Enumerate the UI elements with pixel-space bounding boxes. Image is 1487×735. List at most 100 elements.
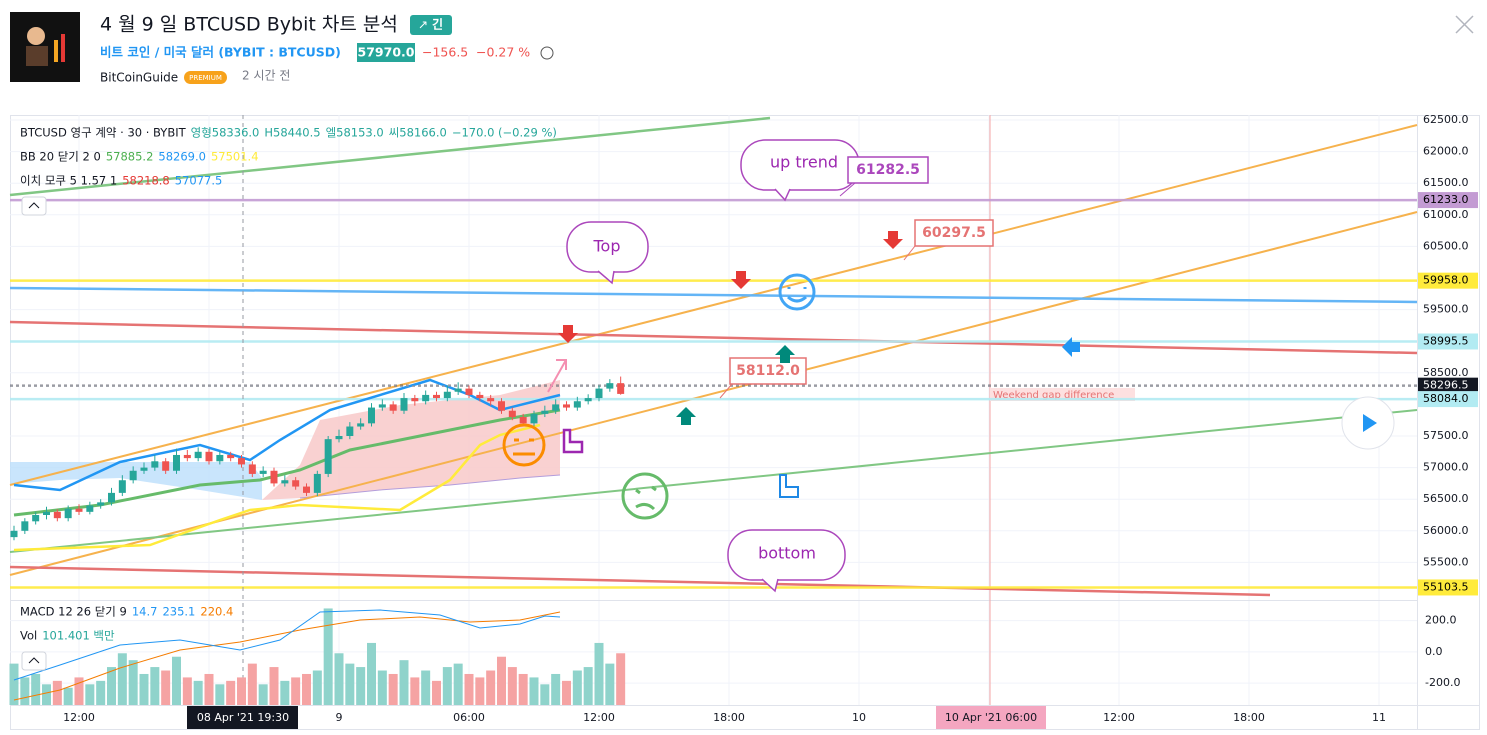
volume-bar [269,667,279,705]
candle-body [227,454,235,459]
callout[interactable] [727,529,846,581]
trend-line [9,286,1418,304]
volume-bar [583,667,593,705]
price-note-text: 60297.5 [922,225,986,241]
emoji-face [787,287,807,303]
volume-bar [432,680,441,705]
volume-bar [139,673,149,705]
price-note[interactable] [729,357,807,385]
volume-bar [247,663,257,705]
collapse-icon [28,657,40,664]
candle-body [324,439,332,474]
candle-body [368,407,375,424]
price-tick-label: 58500.0 [1423,366,1469,379]
legend-text: MACD 12 26 닫기 9 [20,605,127,619]
candle-body [183,454,191,459]
alert-icon[interactable] [540,46,554,60]
volume-bar [345,663,355,705]
collapse-button[interactable] [21,196,47,216]
price-tick-label: 60500.0 [1423,239,1469,252]
time-tick-label: 12:00 [583,711,615,724]
candle-body [584,398,592,402]
marker-time-box [936,706,1046,729]
volume-bar [258,684,268,705]
volume-bar [63,687,73,705]
volume-bar [161,670,171,705]
candle-body [552,404,560,411]
legend-text: 57885.2 [106,150,154,164]
volume-bar [356,667,366,705]
price-note-pointer [719,383,733,399]
volume-bar [182,677,192,705]
legend-text: 14.7 [132,605,158,619]
candle-body [151,461,159,468]
volume-bar [399,660,409,705]
time-tick-label: 18:00 [1233,711,1265,724]
symbol-link[interactable]: 비트 코인 / 미국 달러 (BYBIT : BTCUSD) [100,45,341,60]
candle-body [443,391,451,399]
emoji-neutral [502,423,546,467]
arrow-down [883,231,903,249]
emoji-confused [621,472,669,520]
candle-body [617,383,625,394]
volume-bar [128,660,138,705]
candle-body [595,388,603,399]
candle-body [75,508,83,512]
callout-tail [761,578,779,593]
candle-body [465,388,473,395]
price-change-pct: −0.27 % [476,45,530,60]
volume-bar [172,656,181,705]
legend-text: 235.1 [162,605,195,619]
level-label-box [1418,579,1478,596]
candle-body [216,454,224,462]
candle-body [108,492,115,503]
volume-bar [551,673,561,705]
bb-basis [13,408,561,517]
trend-line [9,124,1418,486]
candle-body [389,404,397,411]
marker-time: 10 Apr '21 06:00 [945,711,1037,724]
candle-body [281,480,289,484]
candle-body [541,410,549,414]
time-tick-label: 18:00 [713,711,745,724]
time-tick-label: 10 [852,711,866,724]
price-tick-label: 57000.0 [1423,461,1469,474]
emoji-face [635,485,657,511]
idea-title: 4 월 9 일 BTCUSD Bybit 차트 분석 [100,14,398,36]
author-name[interactable]: BitCoinGuide [100,71,178,85]
weekend-gap-box [990,388,1135,401]
replay-icon [1363,414,1377,432]
volume-bar [507,667,517,705]
close-button[interactable] [1455,15,1474,34]
callout-tail [774,188,791,202]
callout-text: Top [593,237,621,256]
premium-text: PREMIUM [189,74,222,82]
avatar-bar [61,34,65,62]
macd-line [13,609,561,681]
price-tick-label: 61000.0 [1423,208,1469,221]
legend-text: 220.4 [200,605,233,619]
candle-body [97,502,105,506]
price-tick-label: 59500.0 [1423,303,1469,316]
volume-bar [20,677,30,705]
price-note[interactable] [914,219,994,247]
time-ago: 2 시간 전 [242,69,290,83]
volume-bar [280,680,290,705]
volume-bar [85,684,95,705]
time-tick-label: 9 [336,711,343,724]
candle-body [303,486,310,493]
candle-body [498,401,505,411]
price-note[interactable] [847,156,929,184]
chart-frame [10,115,1480,730]
price-tick-label: 62000.0 [1423,145,1469,158]
macd-tick-label: 0.0 [1425,645,1443,658]
candle-body [433,394,440,399]
level-label-box [1418,377,1478,394]
collapse-button[interactable] [21,651,47,671]
volume-bar [562,680,571,705]
volume-bar [215,684,225,705]
long-badge-text: 긴 [432,18,443,32]
volume-bar [529,677,539,705]
trend-line [9,565,1271,597]
